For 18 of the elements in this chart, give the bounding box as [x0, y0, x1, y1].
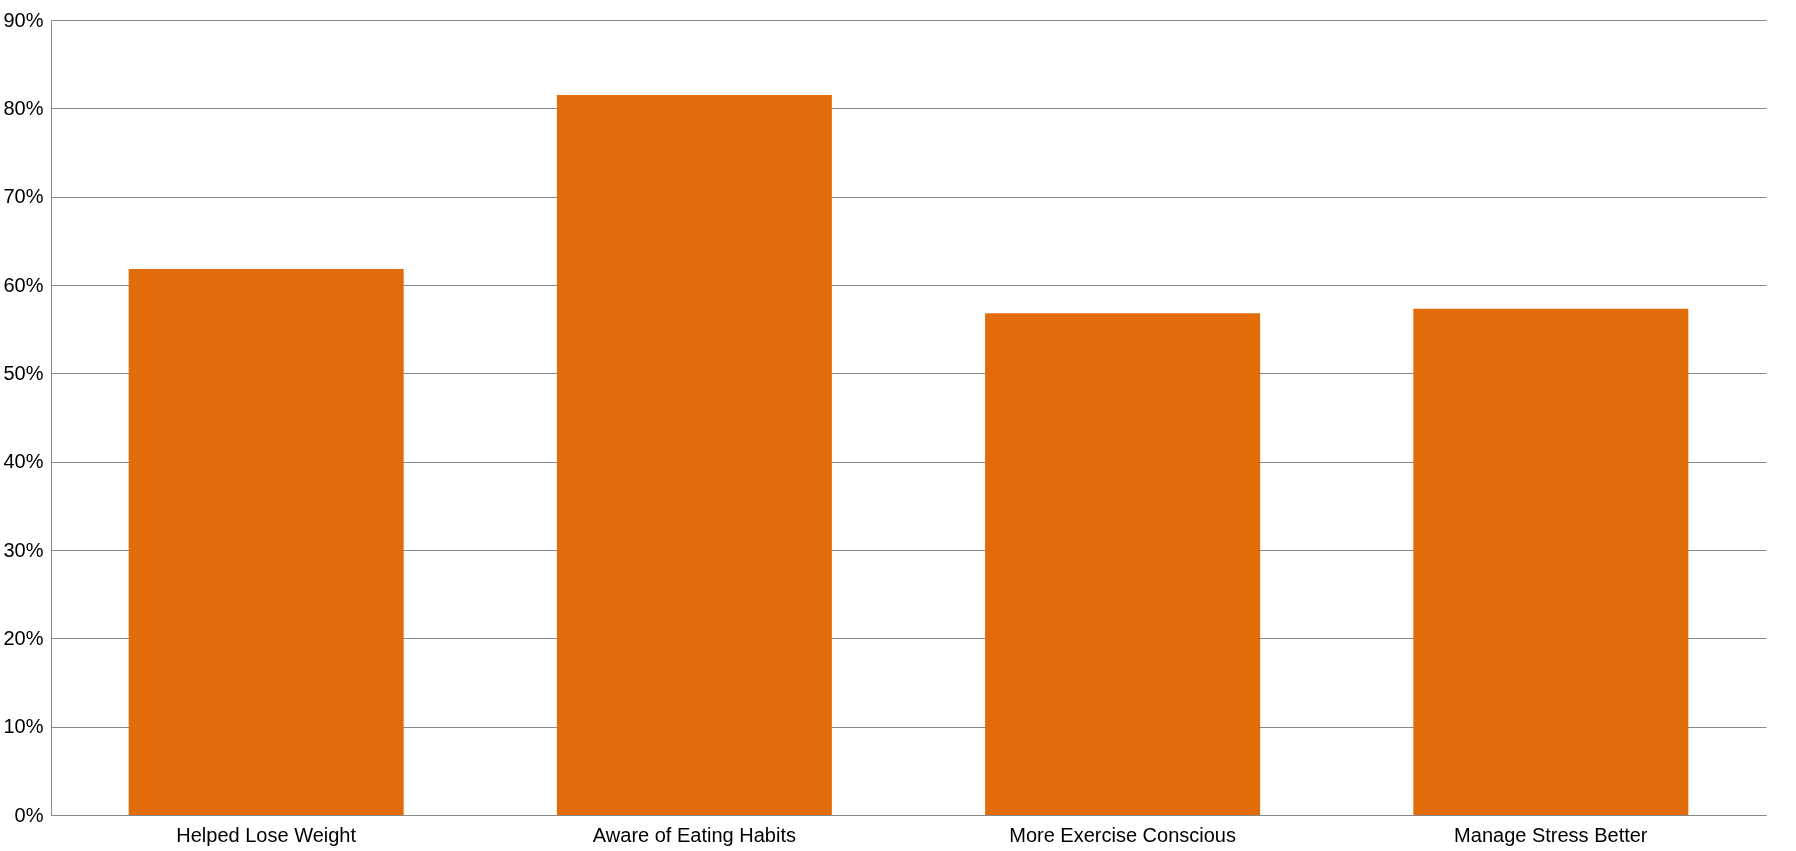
y-tick-label: 10% — [3, 715, 44, 738]
bar — [556, 95, 832, 815]
x-tick-label: More Exercise Conscious — [1009, 823, 1236, 846]
y-tick-label: 60% — [3, 273, 44, 296]
y-tick-label: 40% — [3, 450, 44, 473]
y-tick-label: 0% — [14, 803, 44, 826]
y-tick-label: 20% — [3, 626, 44, 649]
y-tick-label: 80% — [3, 96, 44, 119]
x-tick-label: Aware of Eating Habits — [592, 823, 796, 846]
y-tick-label: 30% — [3, 538, 44, 561]
bar — [985, 313, 1261, 815]
bar — [1413, 308, 1689, 815]
y-tick-label: 50% — [3, 361, 44, 384]
y-tick-label: 90% — [3, 8, 44, 31]
x-tick-label: Helped Lose Weight — [176, 823, 357, 846]
bar — [128, 269, 404, 815]
y-tick-label: 70% — [3, 185, 44, 208]
x-tick-label: Manage Stress Better — [1454, 823, 1648, 846]
